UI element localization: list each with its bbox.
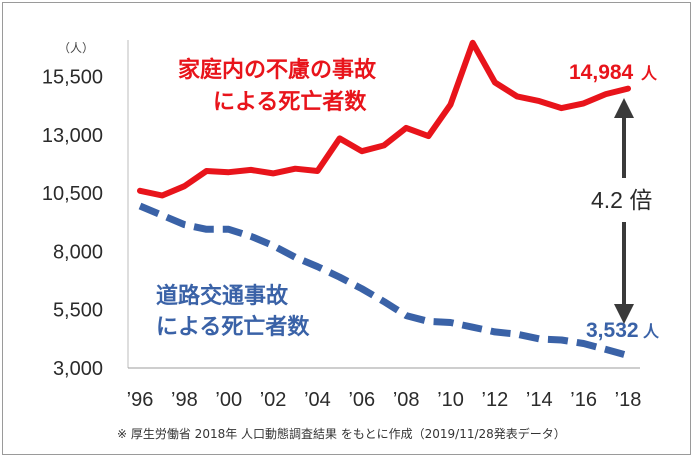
x-tick-label: ’00 xyxy=(215,389,242,411)
home-accident-end-unit: 人 xyxy=(641,65,658,83)
x-tick-label: ’10 xyxy=(437,389,464,411)
series-home-accident-label-line1: 家庭内の不慮の事故 xyxy=(178,57,377,83)
y-tick-label: 8,000 xyxy=(53,241,103,263)
footnote: ※ 厚生労働省 2018年 人口動態調査結果 をもとに作成（2019/11/28… xyxy=(117,426,566,441)
series-home-accident-label-line2: による死亡者数 xyxy=(213,89,367,115)
y-tick-label: 13,000 xyxy=(42,125,103,147)
x-tick-label: ’02 xyxy=(260,389,287,411)
road-traffic-end-value: 3,532 xyxy=(586,319,639,342)
series-road-traffic-label-line1: 道路交通事故 xyxy=(156,283,289,309)
x-tick-label: ’08 xyxy=(393,389,420,411)
x-tick-label: ’12 xyxy=(482,389,509,411)
home-accident-end-value: 14,984 xyxy=(569,61,634,84)
x-tick-label: ’14 xyxy=(526,389,553,411)
y-tick-label: 10,500 xyxy=(42,183,103,205)
x-tick-label: ’98 xyxy=(171,389,198,411)
chart-frame xyxy=(2,2,691,455)
y-axis-unit: （人） xyxy=(58,41,94,55)
y-tick-label: 3,000 xyxy=(53,358,103,380)
x-axis-ticks: ’96 ’98 ’00 ’02 ’04 ’06 ’08 ’10 ’12 ’14 ’16 ’18 xyxy=(127,389,642,411)
series-road-traffic-line xyxy=(138,202,629,359)
x-tick-label: ’96 xyxy=(127,389,154,411)
x-tick-label: ’16 xyxy=(570,389,597,411)
x-tick-label: ’04 xyxy=(304,389,331,411)
series-road-traffic-label-line2: による死亡者数 xyxy=(156,314,310,340)
ratio-label: 4.2 倍 xyxy=(591,187,652,213)
y-axis-ticks: 3,000 5,500 8,000 10,500 13,000 15,500 xyxy=(42,67,103,380)
series-home-accident-line xyxy=(137,39,631,199)
x-tick-label: ’18 xyxy=(615,389,642,411)
road-traffic-end-unit: 人 xyxy=(643,323,660,341)
y-tick-label: 5,500 xyxy=(53,300,103,322)
y-tick-label: 15,500 xyxy=(42,67,103,89)
x-tick-label: ’06 xyxy=(348,389,375,411)
